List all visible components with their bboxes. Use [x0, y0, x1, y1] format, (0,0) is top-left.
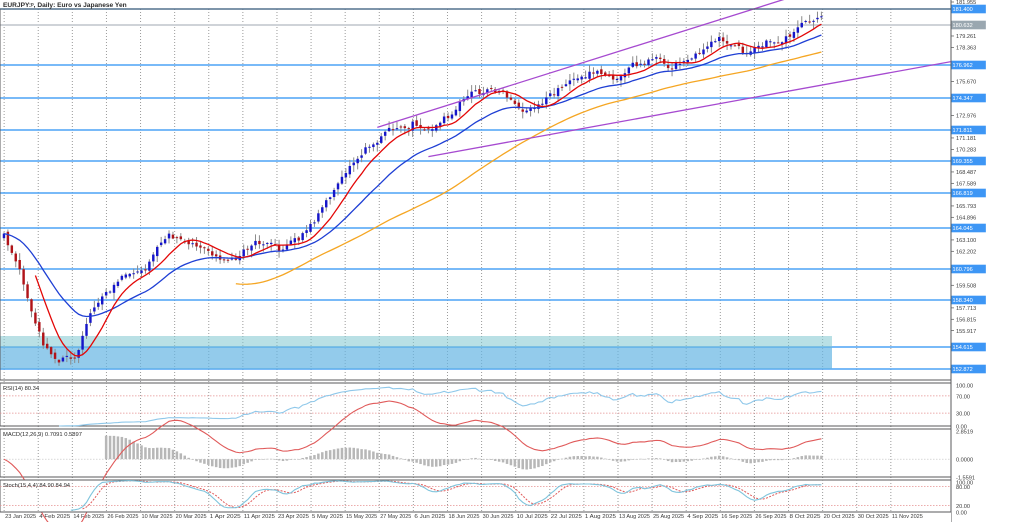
svg-text:Stoch(15,4,4) 84.90 84.94: Stoch(15,4,4) 84.90 84.94: [3, 483, 71, 489]
svg-text:172.976: 172.976: [956, 114, 976, 120]
svg-text:174.347: 174.347: [953, 96, 973, 102]
svg-text:RSI(14) 80.34: RSI(14) 80.34: [3, 386, 40, 392]
svg-text:162.202: 162.202: [956, 249, 976, 255]
svg-text:11 Nov 2025: 11 Nov 2025: [892, 514, 923, 520]
svg-text:157.713: 157.713: [956, 306, 976, 312]
svg-text:0.0000: 0.0000: [956, 458, 973, 464]
svg-text:0.00: 0.00: [956, 510, 967, 516]
svg-text:163.100: 163.100: [956, 238, 976, 244]
svg-text:5 May 2025: 5 May 2025: [312, 514, 343, 520]
svg-text:1 Aug 2025: 1 Aug 2025: [585, 514, 616, 520]
svg-text:167.589: 167.589: [956, 181, 976, 187]
svg-text:2.8519: 2.8519: [956, 429, 973, 435]
svg-text:25 Aug 2025: 25 Aug 2025: [653, 514, 684, 520]
svg-text:169.355: 169.355: [953, 159, 973, 165]
svg-text:166.819: 166.819: [953, 191, 973, 197]
svg-text:156.815: 156.815: [956, 317, 976, 323]
svg-text:4 Sep 2025: 4 Sep 2025: [687, 514, 718, 520]
svg-text:168.487: 168.487: [956, 170, 976, 176]
svg-text:80.00: 80.00: [956, 485, 970, 491]
svg-text:30 Jun 2025: 30 Jun 2025: [483, 514, 514, 520]
svg-text:100.00: 100.00: [956, 383, 973, 389]
svg-text:EURJPY:ᵖ, Daily: Euro vs Japan: EURJPY:ᵖ, Daily: Euro vs Japanese Yen: [3, 2, 127, 9]
svg-text:20 Oct 2025: 20 Oct 2025: [824, 514, 855, 520]
svg-text:11 Apr 2025: 11 Apr 2025: [244, 514, 275, 520]
svg-text:160.796: 160.796: [953, 267, 973, 273]
svg-text:16 Sep 2025: 16 Sep 2025: [721, 514, 752, 520]
svg-text:26 Feb 2025: 26 Feb 2025: [107, 514, 138, 520]
svg-text:10 Mar 2025: 10 Mar 2025: [142, 514, 173, 520]
svg-text:170.283: 170.283: [956, 147, 976, 153]
svg-text:14 Feb 2025: 14 Feb 2025: [73, 514, 104, 520]
svg-text:20 Mar 2025: 20 Mar 2025: [176, 514, 207, 520]
svg-text:181.400: 181.400: [953, 7, 973, 13]
svg-text:155.917: 155.917: [956, 329, 976, 335]
svg-text:26 Sep 2025: 26 Sep 2025: [755, 514, 786, 520]
svg-text:165.793: 165.793: [956, 204, 976, 210]
svg-text:164.045: 164.045: [953, 226, 973, 232]
svg-text:6 Jun 2025: 6 Jun 2025: [414, 514, 445, 520]
svg-text:70.00: 70.00: [956, 394, 970, 400]
svg-text:164.896: 164.896: [956, 215, 976, 221]
svg-text:MACD(12,26,9) 0.7091 0.5897: MACD(12,26,9) 0.7091 0.5897: [3, 432, 82, 438]
svg-text:159.508: 159.508: [956, 283, 976, 289]
svg-text:176.962: 176.962: [953, 63, 973, 69]
svg-text:27 May 2025: 27 May 2025: [380, 514, 411, 520]
svg-text:1 Apr 2025: 1 Apr 2025: [210, 514, 241, 520]
svg-text:10 Jul 2025: 10 Jul 2025: [517, 514, 548, 520]
svg-text:171.811: 171.811: [953, 128, 973, 134]
svg-text:23 Jan 2025: 23 Jan 2025: [5, 514, 36, 520]
svg-text:18 Jun 2025: 18 Jun 2025: [448, 514, 479, 520]
svg-text:171.181: 171.181: [956, 136, 976, 142]
svg-text:20.00: 20.00: [956, 504, 970, 510]
svg-text:180.632: 180.632: [953, 23, 973, 29]
svg-text:178.363: 178.363: [956, 46, 976, 52]
svg-text:15 May 2025: 15 May 2025: [346, 514, 377, 520]
svg-text:22 Jul 2025: 22 Jul 2025: [551, 514, 582, 520]
svg-text:23 Apr 2025: 23 Apr 2025: [278, 514, 309, 520]
svg-text:154.615: 154.615: [953, 345, 973, 351]
svg-text:152.872: 152.872: [953, 367, 973, 373]
svg-text:30.00: 30.00: [956, 412, 970, 418]
svg-text:179.261: 179.261: [956, 34, 976, 40]
svg-text:158.340: 158.340: [953, 298, 973, 304]
svg-text:175.670: 175.670: [956, 80, 976, 86]
svg-text:30 Oct 2025: 30 Oct 2025: [858, 514, 889, 520]
svg-text:8 Oct 2025: 8 Oct 2025: [790, 514, 821, 520]
svg-text:13 Aug 2025: 13 Aug 2025: [619, 514, 650, 520]
